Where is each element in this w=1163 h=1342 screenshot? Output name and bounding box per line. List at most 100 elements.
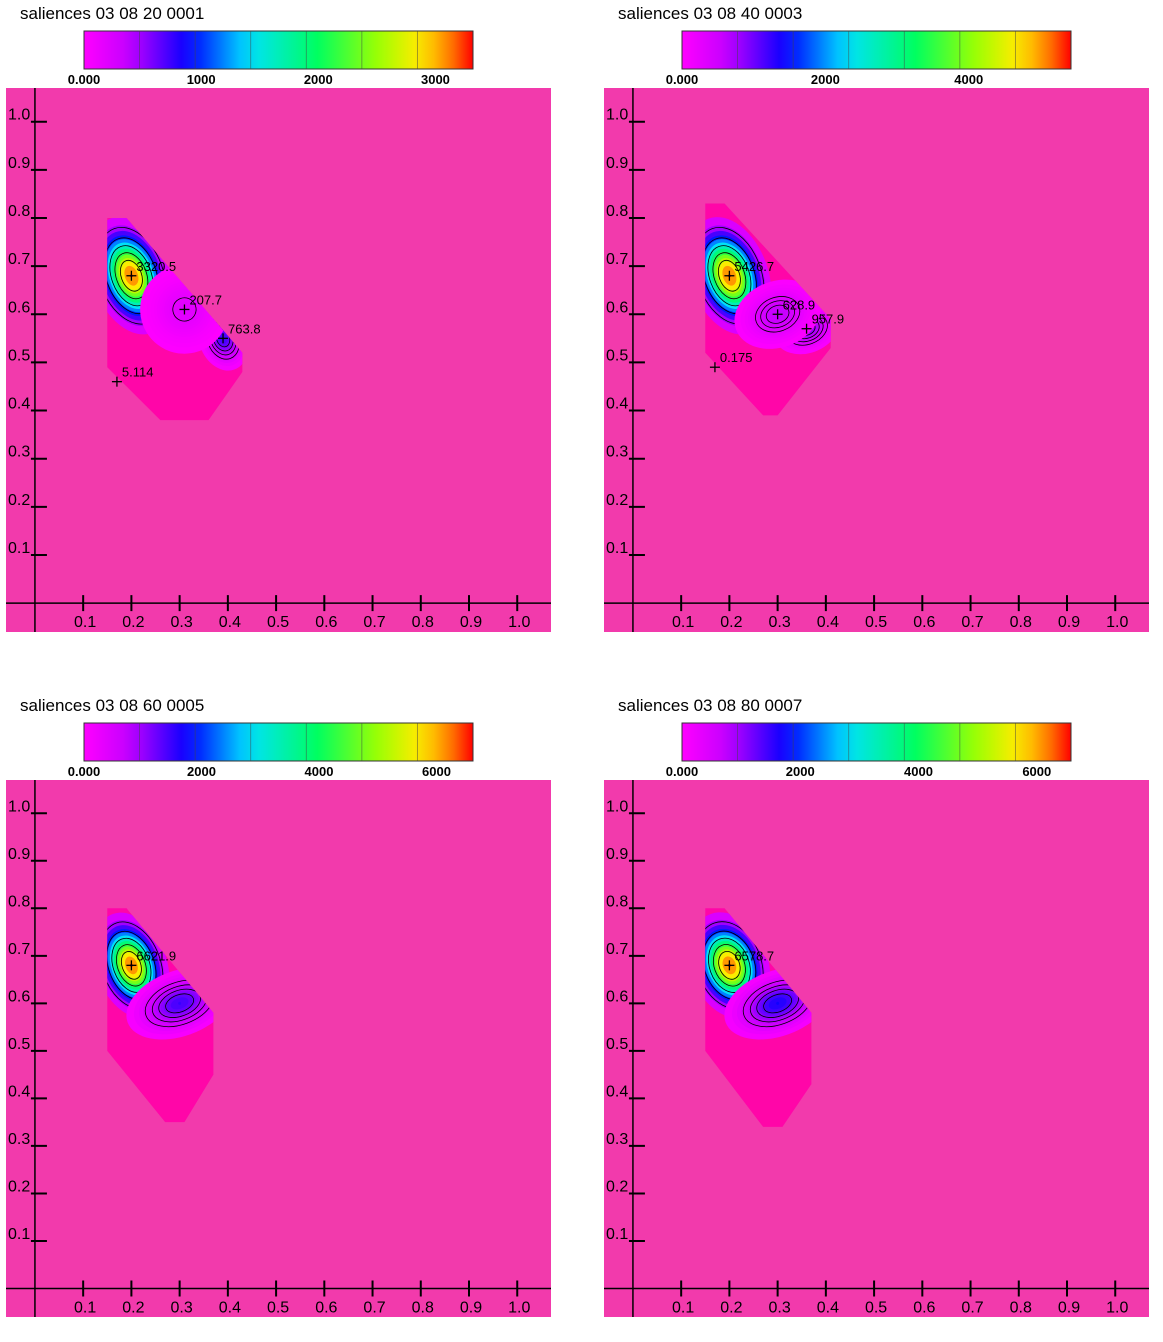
colorbar-tick-label: 4000 — [954, 72, 983, 87]
chart-title: saliences 03 08 60 0005 — [20, 696, 205, 715]
y-tick-label: 0.5 — [8, 347, 30, 364]
heat-layer — [705, 912, 812, 1040]
x-tick-label: 0.2 — [122, 1299, 144, 1316]
y-tick-label: 0.2 — [8, 1178, 30, 1195]
chart-title: saliences 03 08 40 0003 — [618, 4, 803, 23]
contour-line — [760, 300, 795, 329]
x-tick-label: 0.7 — [363, 614, 385, 631]
contour-line — [718, 951, 741, 980]
heatmap-svg: 0.000 2000 4000 6000 0.1 0.2 0.3 0.4 0.5 0.6 0.7 0.… — [6, 722, 551, 1317]
contour-line — [120, 951, 142, 980]
colorbar — [681, 722, 1072, 762]
y-tick-label: 0.7 — [8, 251, 30, 268]
x-tick-label: 0.9 — [460, 614, 482, 631]
y-tick-label: 0.8 — [606, 203, 628, 220]
x-tick-label: 0.9 — [1058, 614, 1080, 631]
peak-label: 628.9 — [783, 297, 816, 312]
colorbar-tick-label: 0.000 — [666, 72, 699, 87]
y-tick-label: 0.3 — [8, 1131, 30, 1148]
colorbar-tick-label: 0.000 — [68, 764, 101, 779]
x-tick-label: 0.4 — [219, 614, 241, 631]
heatmap-svg: 0.000 2000 4000 6000 0.1 0.2 0.3 0.4 0.5 0.6 0.7 0.… — [604, 722, 1149, 1317]
y-tick-label: 0.6 — [8, 299, 30, 316]
colorbar-tick-label: 6000 — [1022, 764, 1051, 779]
y-tick-label: 1.0 — [8, 107, 30, 124]
x-tick-label: 0.6 — [315, 1299, 337, 1316]
x-tick-label: 0.8 — [1010, 614, 1032, 631]
heatmap-svg: 0.000 1000 2000 3000 0.1 0.2 0.3 0.4 0.5 0.6 0.7 0.… — [6, 30, 551, 632]
peak-label: 0.175 — [720, 350, 753, 365]
peak-label: 3320.5 — [136, 259, 176, 274]
heat-contour — [776, 1001, 780, 1005]
x-tick-label: 0.8 — [412, 614, 434, 631]
x-tick-label: 0.4 — [219, 1299, 241, 1316]
heatmap-svg: 0.000 2000 4000 0.1 0.2 0.3 0.4 0.5 0.6 0.7 0.8 0.9… — [604, 30, 1149, 632]
y-tick-label: 0.1 — [606, 540, 628, 557]
contour-line — [712, 252, 747, 300]
y-tick-label: 0.4 — [8, 1083, 30, 1100]
contour-line — [765, 304, 790, 324]
peak-label: 957.9 — [812, 312, 845, 327]
y-tick-label: 0.4 — [606, 396, 628, 413]
x-tick-label: 0.1 — [672, 614, 694, 631]
x-tick-label: 0.7 — [961, 1299, 983, 1316]
y-tick-label: 0.5 — [606, 347, 628, 364]
x-tick-label: 0.5 — [865, 614, 887, 631]
x-tick-label: 0.6 — [315, 614, 337, 631]
colorbar — [681, 30, 1072, 70]
x-tick-label: 0.2 — [720, 614, 742, 631]
y-tick-label: 0.8 — [8, 893, 30, 910]
peak-label: 207.7 — [189, 292, 222, 307]
x-tick-label: 0.4 — [817, 614, 839, 631]
x-tick-label: 0.3 — [769, 1299, 791, 1316]
colorbar-tick-label: 2000 — [811, 72, 840, 87]
colorbar-tick-label: 2000 — [187, 764, 216, 779]
colorbar-tick-label: 0.000 — [666, 764, 699, 779]
colorbar — [83, 30, 474, 70]
x-tick-label: 0.3 — [171, 1299, 193, 1316]
contour-line — [172, 297, 197, 322]
y-tick-label: 0.9 — [8, 155, 30, 172]
x-tick-label: 0.9 — [1058, 1299, 1080, 1316]
y-tick-label: 1.0 — [606, 107, 628, 124]
y-tick-label: 0.9 — [606, 846, 628, 863]
y-tick-label: 0.1 — [8, 1226, 30, 1243]
y-tick-label: 0.7 — [8, 941, 30, 958]
y-tick-label: 1.0 — [8, 798, 30, 815]
y-tick-label: 0.4 — [606, 1083, 628, 1100]
peak-label: 5426.7 — [734, 259, 774, 274]
y-tick-label: 0.1 — [8, 540, 30, 557]
colorbar-tick-label: 0.000 — [68, 72, 101, 87]
y-tick-label: 1.0 — [606, 798, 628, 815]
contour-line — [755, 296, 801, 333]
x-tick-label: 0.1 — [672, 1299, 694, 1316]
colorbar-tick-label: 4000 — [305, 764, 334, 779]
y-tick-label: 0.7 — [606, 941, 628, 958]
chart-title: saliences 03 08 80 0007 — [618, 696, 803, 715]
colorbar-tick-label: 4000 — [904, 764, 933, 779]
colorbar-tick-label: 6000 — [422, 764, 451, 779]
y-tick-label: 0.4 — [8, 396, 30, 413]
contour-line — [763, 993, 793, 1014]
contour-line — [116, 944, 147, 987]
colorbar — [83, 722, 474, 762]
y-tick-label: 0.6 — [606, 988, 628, 1005]
x-tick-label: 0.6 — [913, 1299, 935, 1316]
x-tick-label: 0.5 — [865, 1299, 887, 1316]
y-tick-label: 0.5 — [606, 1036, 628, 1053]
x-tick-label: 0.8 — [1010, 1299, 1032, 1316]
chart-panel: saliences 03 08 40 0003 0.000 2000 4000 0.1… — [598, 0, 1158, 650]
chart-title: saliences 03 08 20 0001 — [20, 4, 205, 23]
y-tick-label: 0.3 — [606, 444, 628, 461]
y-tick-label: 0.9 — [8, 846, 30, 863]
y-tick-label: 0.8 — [606, 893, 628, 910]
plot-area — [6, 780, 551, 1317]
y-tick-label: 0.2 — [8, 492, 30, 509]
plot-area — [6, 88, 551, 632]
contour-line — [717, 259, 741, 292]
plot-area — [604, 780, 1149, 1317]
chart-panel: saliences 03 08 80 0007 0.000 2000 4000 600… — [598, 692, 1158, 1342]
y-tick-label: 0.3 — [606, 1131, 628, 1148]
y-tick-label: 0.3 — [8, 444, 30, 461]
colorbar-tick-label: 1000 — [187, 72, 216, 87]
